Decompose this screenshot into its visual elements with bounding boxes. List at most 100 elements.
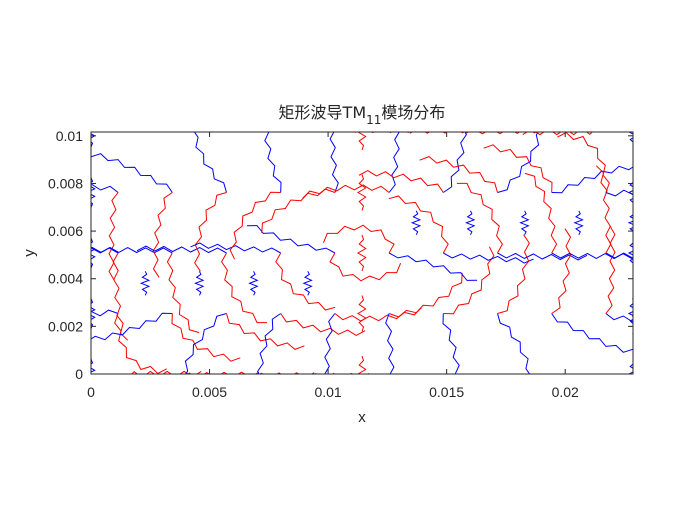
h-field-line — [171, 132, 173, 133]
e-field-line — [226, 132, 228, 133]
h-field-line — [389, 373, 426, 374]
h-field-line — [605, 225, 616, 314]
h-field-line — [298, 132, 335, 133]
e-field-line — [660, 193, 700, 219]
e-field-line — [91, 246, 173, 254]
h-field-line — [557, 132, 610, 193]
e-field-line — [246, 225, 336, 254]
h-field-line — [117, 132, 119, 133]
plot-background — [91, 132, 633, 374]
e-field-line — [660, 288, 700, 317]
e-field-line — [551, 252, 633, 260]
e-field-line — [551, 373, 552, 374]
h-field-line — [660, 129, 700, 137]
h-field-line — [226, 313, 305, 350]
h-field-line — [524, 172, 558, 254]
e-field-line — [172, 132, 173, 133]
h-field-line — [302, 184, 390, 199]
e-field-line — [497, 132, 499, 133]
h-field-line — [358, 170, 444, 193]
h-field-node — [357, 295, 367, 332]
e-field-node — [627, 177, 633, 208]
h-field-line — [660, 164, 673, 253]
e-field-line — [324, 313, 336, 374]
e-field-line — [605, 373, 606, 374]
h-field-line — [334, 307, 422, 322]
h-field-line — [660, 133, 700, 193]
e-field-line — [442, 313, 460, 374]
e-field-line — [385, 313, 395, 374]
e-field-line — [660, 252, 700, 258]
e-field-line — [193, 132, 227, 193]
e-field-line — [605, 132, 607, 133]
y-tick-label: 0.01 — [56, 128, 83, 144]
h-field-line — [280, 313, 366, 336]
e-field-line — [388, 373, 390, 374]
e-field-line — [605, 252, 633, 259]
e-field-line — [388, 132, 400, 193]
e-field-line — [551, 165, 633, 194]
e-field-line — [257, 313, 281, 374]
e-field-line — [91, 184, 119, 193]
e-field-line — [497, 252, 588, 261]
title-prefix: 矩形波导TM — [279, 103, 367, 122]
y-tick-label: 0.002 — [48, 318, 83, 334]
h-field-line — [605, 373, 607, 374]
e-field-line — [118, 132, 119, 133]
x-tick-label: 0.015 — [429, 384, 464, 400]
e-field-line — [496, 373, 498, 374]
x-axis-label: x — [358, 409, 366, 426]
e-field-node — [410, 210, 422, 236]
y-tick-label: 0.008 — [48, 175, 83, 191]
e-field-line — [443, 252, 534, 264]
h-field-line — [114, 313, 167, 374]
h-field-line — [112, 252, 129, 341]
h-field-line — [262, 132, 281, 133]
x-tick-label: 0.005 — [192, 384, 227, 400]
h-field-line — [300, 132, 390, 133]
e-field-node — [573, 210, 584, 236]
h-field-line — [456, 182, 503, 254]
e-field-node — [627, 298, 633, 329]
e-field-line — [91, 309, 119, 317]
e-field-node — [248, 271, 259, 296]
x-tick-label: 0.02 — [552, 384, 579, 400]
e-field-line — [329, 132, 339, 193]
e-field-line — [551, 132, 553, 133]
y-tick-label: 0.006 — [48, 223, 83, 239]
e-field-line — [280, 373, 281, 374]
h-field-line — [483, 144, 553, 193]
y-tick-label: 0 — [75, 366, 83, 382]
plot-box — [90, 131, 634, 375]
h-field-line — [225, 132, 227, 133]
y-tick-label: 0.004 — [48, 271, 83, 287]
h-field-line — [443, 373, 462, 374]
h-field-line — [194, 192, 227, 272]
e-field-line — [497, 313, 531, 374]
chart-title: 矩形波导TM11模场分布 — [279, 103, 446, 127]
e-field-node — [302, 271, 313, 296]
h-field-line — [497, 234, 530, 314]
e-field-line — [190, 242, 281, 254]
h-field-line — [152, 192, 173, 278]
e-field-line — [91, 312, 173, 341]
h-field-line — [419, 156, 498, 193]
y-axis-label: y — [21, 249, 38, 257]
e-field-line — [91, 153, 173, 193]
h-field-line — [595, 165, 612, 254]
h-field-line — [334, 373, 424, 374]
title-suffix: 模场分布 — [381, 103, 445, 122]
e-field-node — [139, 271, 151, 296]
h-field-node — [357, 234, 367, 272]
title-subscript: 11 — [366, 113, 381, 127]
h-field-line — [108, 192, 119, 281]
h-field-line — [275, 252, 336, 311]
e-field-line — [605, 189, 633, 197]
e-field-node — [194, 271, 205, 296]
field-lines — [91, 129, 700, 374]
e-field-line — [551, 313, 633, 353]
h-field-line — [551, 228, 572, 314]
e-field-line — [660, 315, 700, 374]
h-field-line — [655, 225, 663, 314]
